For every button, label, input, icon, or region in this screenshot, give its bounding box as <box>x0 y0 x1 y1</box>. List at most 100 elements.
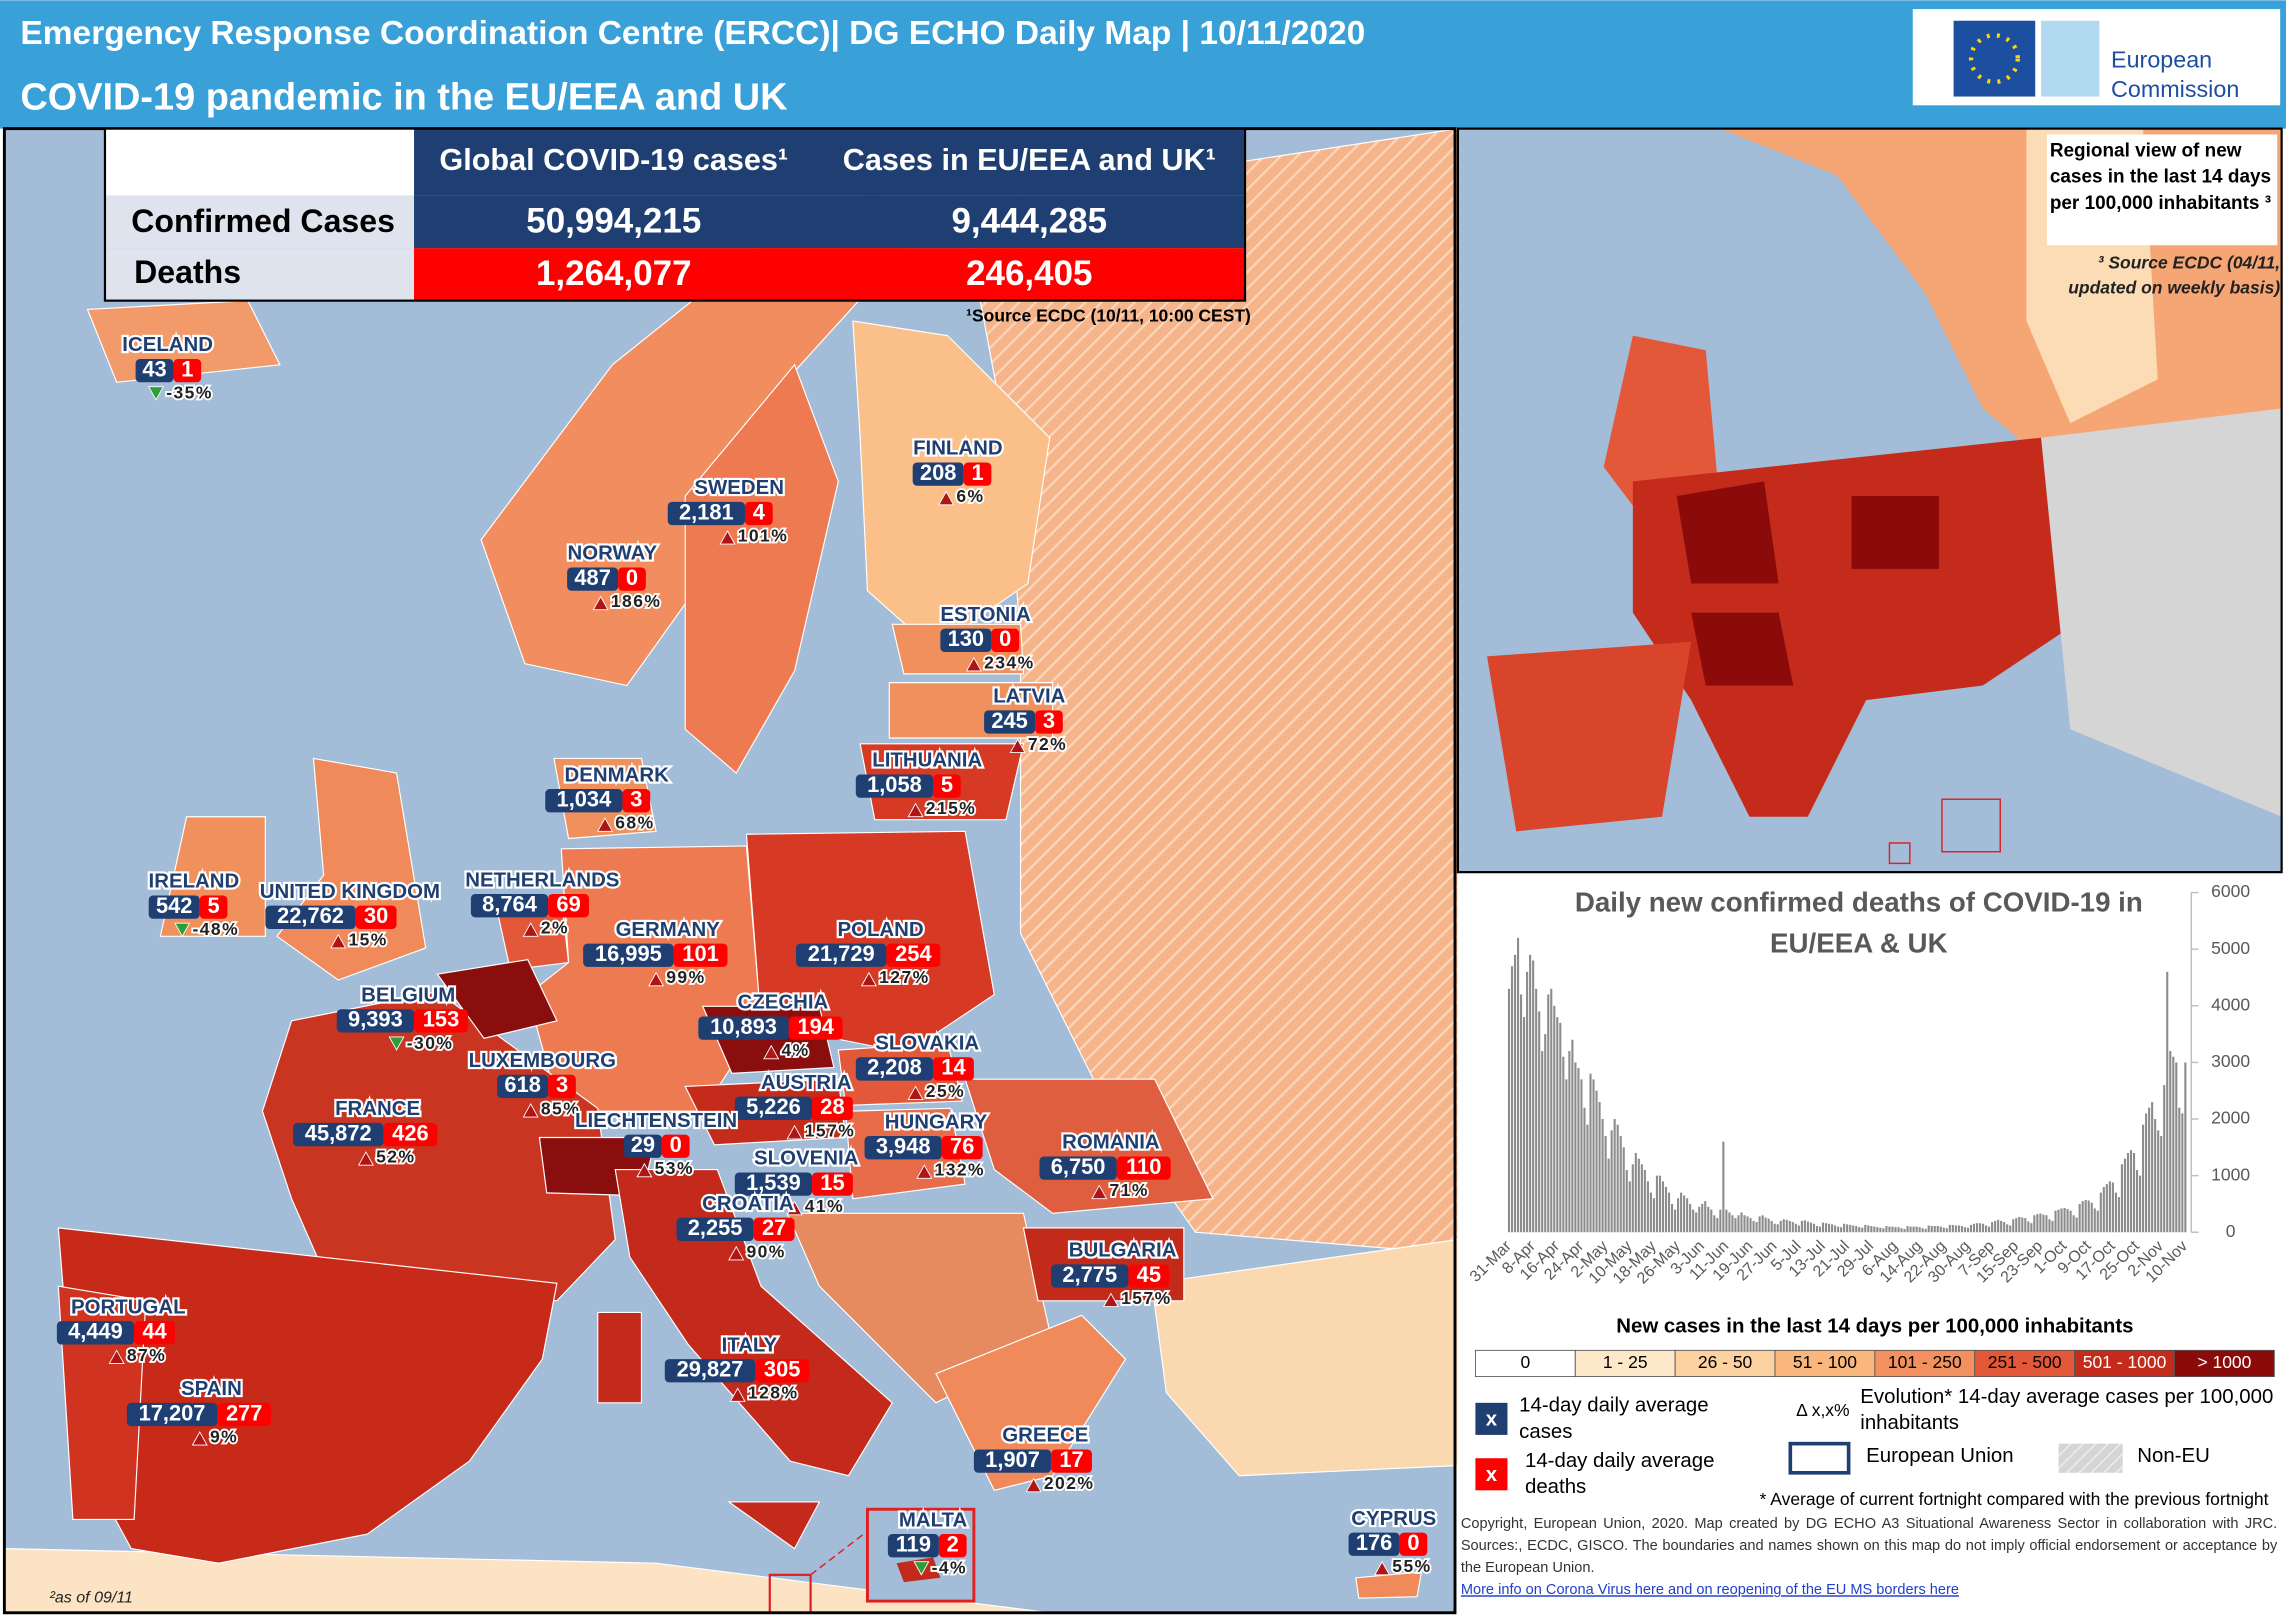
cases-value: 9,393 <box>348 1007 403 1032</box>
deaths-box <box>414 1009 468 1033</box>
bar <box>1927 1225 1930 1233</box>
evolution-value: 127% <box>879 967 930 987</box>
bar <box>1773 1223 1776 1233</box>
bar <box>1520 994 1523 1233</box>
cases-box <box>973 1449 1052 1473</box>
bar <box>1619 1136 1622 1233</box>
bar <box>2069 1210 2072 1233</box>
table-cell <box>414 248 814 301</box>
legend-class-label: 501 - 1000 <box>2083 1352 2167 1372</box>
legend-class-label: > 1000 <box>2197 1352 2251 1372</box>
bar <box>1683 1195 1686 1233</box>
turkey <box>1151 1238 1459 1477</box>
country-name: ROMANIA <box>1062 1132 1160 1154</box>
cyprus <box>1355 1571 1423 1599</box>
bar <box>2009 1225 2012 1233</box>
evolution-up-arrow <box>330 933 347 949</box>
bar <box>1948 1224 1951 1233</box>
inset-hotspot <box>1691 612 1794 686</box>
bar <box>2078 1203 2081 1233</box>
bar <box>2021 1217 2024 1233</box>
bar <box>1553 1005 1556 1233</box>
bar <box>1758 1216 1761 1233</box>
cases-value: 1,034 <box>557 786 613 811</box>
bar <box>1625 1169 1628 1233</box>
bar <box>1677 1198 1680 1233</box>
header-subtitle: COVID-19 pandemic in the EU/EEA and UK <box>20 76 788 118</box>
bar <box>2154 1119 2157 1233</box>
bar <box>2051 1220 2054 1233</box>
info-links[interactable]: More info on Corona Virus here and on re… <box>1460 1582 1959 1599</box>
deaths-box <box>755 1359 810 1383</box>
table-corner <box>104 128 415 196</box>
copyright: Copyright, European Union, 2020. Map cre… <box>1460 1516 2278 1577</box>
bar <box>1897 1227 1900 1233</box>
legend-cases-swatch <box>1475 1402 1508 1435</box>
inset-title: Regional view of new cases in the last 1… <box>2049 138 2272 214</box>
evolution-value: 186% <box>611 591 662 611</box>
bar <box>1788 1220 1791 1233</box>
legend-deaths-swatch <box>1475 1458 1508 1491</box>
bar <box>1586 1124 1589 1233</box>
bar <box>1580 1079 1583 1233</box>
cases-box <box>56 1321 135 1345</box>
country-name: LATVIA <box>993 686 1065 708</box>
table-header-cell <box>414 128 814 196</box>
bar <box>1776 1224 1779 1233</box>
deaths-box <box>548 1074 576 1099</box>
bar <box>1538 1011 1541 1233</box>
bar <box>1966 1227 1970 1233</box>
country-name: BELGIUM <box>361 984 455 1006</box>
evolution-value: 53% <box>655 1158 694 1178</box>
cases-value: 5,226 <box>746 1094 801 1119</box>
bar <box>1550 988 1553 1233</box>
evolution-value: -30% <box>407 1033 454 1053</box>
evolution-value: 71% <box>1109 1180 1148 1200</box>
bar <box>1815 1226 1819 1233</box>
deaths-box <box>1128 1264 1170 1288</box>
bar <box>2030 1223 2033 1233</box>
bar <box>1806 1221 1809 1233</box>
bar <box>1529 954 1532 1233</box>
evolution-up-arrow <box>729 1387 746 1402</box>
bar <box>1646 1181 1649 1233</box>
bar <box>1604 1136 1607 1233</box>
bar <box>2184 1062 2187 1233</box>
deaths-value: 5 <box>941 772 953 797</box>
bar <box>1978 1223 1982 1233</box>
bar <box>2075 1217 2078 1233</box>
evolution-value: 55% <box>1392 1556 1431 1576</box>
bar <box>2066 1209 2069 1233</box>
deaths-value: 45 <box>1137 1262 1161 1287</box>
evolution-value: 85% <box>541 1098 580 1118</box>
evolution-up-arrow <box>907 802 924 818</box>
evolution-down-arrow <box>174 922 191 938</box>
bar <box>1945 1228 1948 1233</box>
bar <box>2172 1056 2175 1233</box>
evolution-up-arrow <box>592 595 609 611</box>
bar <box>2160 1136 2163 1233</box>
deaths-value: 3 <box>1043 708 1055 733</box>
cases-box <box>734 1096 813 1120</box>
bar <box>1728 1212 1731 1233</box>
deaths-value: 17 <box>1059 1447 1083 1472</box>
y-tick-label: 0 <box>2226 1221 2236 1241</box>
cases-box <box>135 358 174 383</box>
evolution-up-arrow <box>786 1124 803 1140</box>
bar <box>1858 1227 1861 1233</box>
bar <box>1785 1219 1788 1233</box>
deaths-box <box>886 943 941 967</box>
cases-value: 29,827 <box>677 1357 744 1382</box>
evolution-value: 234% <box>984 652 1035 672</box>
deaths-value: 277 <box>226 1400 262 1425</box>
bar <box>2181 1113 2184 1233</box>
bar <box>1526 971 1529 1233</box>
bar <box>1643 1169 1646 1233</box>
cases-value: 542 <box>156 893 192 918</box>
bar <box>1794 1223 1797 1233</box>
table-value: 1,264,077 <box>536 254 692 293</box>
deaths-value: 2 <box>947 1531 959 1556</box>
country-name: LIECHTENSTEIN <box>575 1110 737 1132</box>
deaths-value: 0 <box>999 626 1011 651</box>
table-header-cell <box>813 128 1246 196</box>
